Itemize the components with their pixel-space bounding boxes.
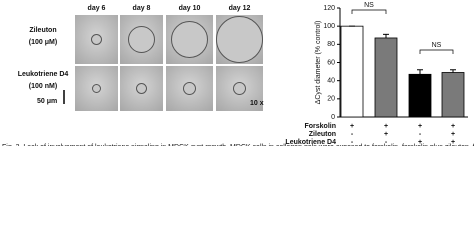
y-tick-label: 120 <box>323 5 335 12</box>
row-label: Zileuton <box>29 27 56 34</box>
bar <box>340 25 364 118</box>
treatment-sign: + <box>418 139 422 146</box>
treatment-sign: + <box>451 139 455 146</box>
cyst <box>136 83 147 94</box>
cyst <box>128 26 155 53</box>
scale-label: 50 μm <box>37 98 57 105</box>
day-label: day 10 <box>179 5 201 12</box>
bar <box>374 37 398 118</box>
treatment-sign: + <box>350 123 354 130</box>
treatment-sign: + <box>451 131 455 138</box>
figure: day 6 day 8 day 10 day 12 Zileuton (100 μM) Le… <box>2 2 474 146</box>
cyst <box>216 16 263 63</box>
y-tick-label: 40 <box>327 78 335 85</box>
ns-label: NS <box>364 2 374 9</box>
row-label: (100 nM) <box>29 83 57 90</box>
ns-label: NS <box>432 42 442 49</box>
treatment-name: Zileuton <box>309 131 336 138</box>
treatment-sign: - <box>351 131 354 138</box>
y-tick-label: 100 <box>323 23 335 30</box>
micrographs <box>75 15 263 111</box>
y-tick-label: 60 <box>327 59 335 66</box>
row-label: Leukotriene D4 <box>18 71 69 78</box>
treatment-sign: - <box>385 139 388 146</box>
caption: Fig. 3. Lack of involvement of leukotrie… <box>2 144 474 146</box>
ns-bracket <box>419 49 454 54</box>
treatment-sign: + <box>418 123 422 130</box>
cyst <box>183 82 196 95</box>
y-tick-label: 20 <box>327 96 335 103</box>
treatment-sign: + <box>384 123 388 130</box>
treatment-name: Leukotriene D4 <box>285 139 336 146</box>
cyst <box>91 34 102 45</box>
row-label: (100 μM) <box>29 39 57 46</box>
cyst <box>233 82 246 95</box>
treatment-sign: - <box>419 131 422 138</box>
ns-bracket <box>351 9 387 14</box>
treatment-sign: + <box>384 131 388 138</box>
treatment-name: Forskolin <box>304 123 336 130</box>
y-tick-label: 80 <box>327 41 335 48</box>
day-label: day 6 <box>88 5 106 12</box>
magnification: 10 x <box>250 100 264 107</box>
y-axis-label: ΔCyst diameter (% control) <box>315 21 322 105</box>
day-label: day 8 <box>133 5 151 12</box>
bar <box>408 73 432 118</box>
cyst <box>92 84 101 93</box>
day-label: day 12 <box>229 5 251 12</box>
treatment-sign: + <box>451 123 455 130</box>
treatment-sign: - <box>351 139 354 146</box>
y-tick-label: 0 <box>331 114 335 121</box>
bar <box>441 72 465 118</box>
cyst <box>171 21 208 58</box>
